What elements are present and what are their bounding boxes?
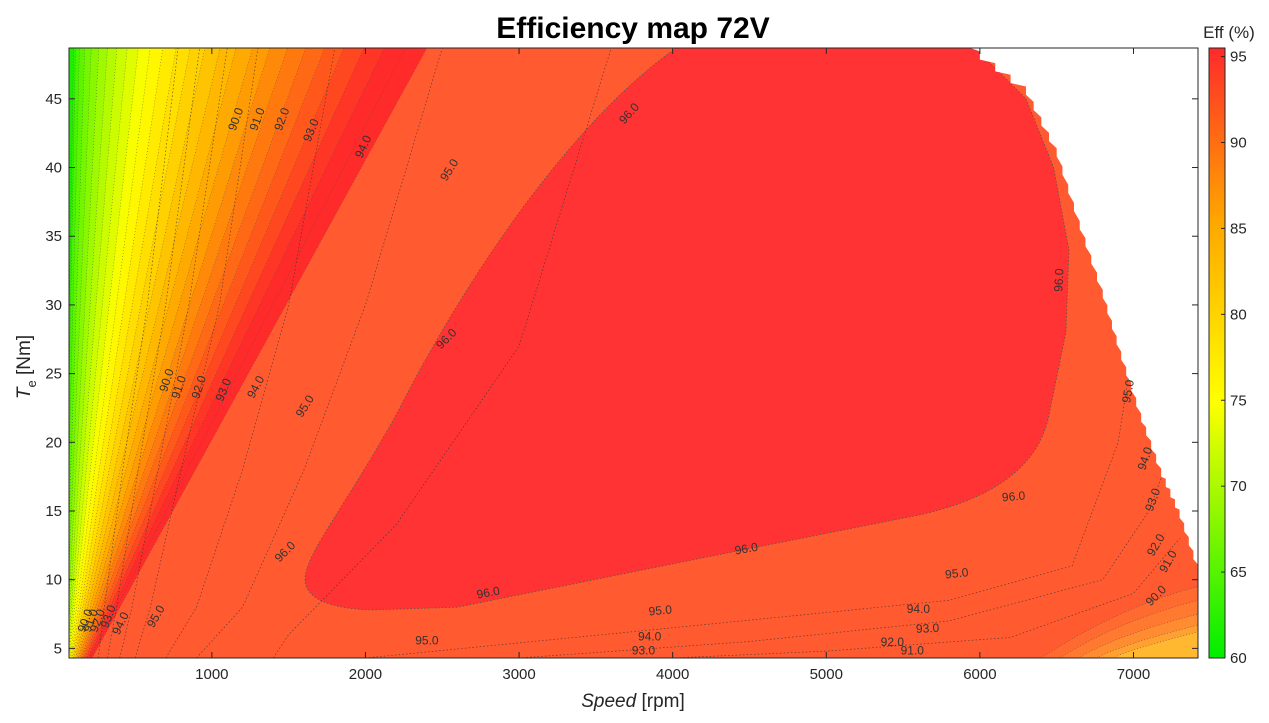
contour-line: [519, 469, 1165, 658]
contour-label: 95.0: [415, 634, 439, 648]
peak-efficiency-region: [304, 48, 1070, 611]
x-axis-label-italic: Speed: [581, 691, 637, 712]
y-tick-label: 10: [45, 572, 62, 589]
y-tick-label: 15: [45, 503, 62, 520]
contour-label: 96.0: [1051, 268, 1066, 292]
contour-label: 92.0: [189, 374, 210, 401]
contour-line: [196, 48, 443, 658]
plot-frame: [68, 47, 1199, 659]
x-tick-label: 5000: [810, 666, 843, 683]
y-tick-label: 45: [45, 91, 62, 108]
contour-label: 91.0: [901, 643, 925, 657]
colorbar: [1208, 47, 1226, 659]
y-tick-label: 20: [45, 434, 62, 451]
contour-label: 92.0: [881, 635, 905, 649]
y-axis-label-main: T: [14, 386, 35, 399]
contour-label: 94.0: [638, 630, 662, 644]
contour-line: [672, 538, 1180, 658]
x-tick-label: 2000: [349, 666, 382, 683]
chart-title: Efficiency map 72V: [496, 12, 769, 45]
y-tick-label: 35: [45, 228, 62, 245]
x-tick-label: 3000: [502, 666, 535, 683]
x-axis-label: Speed [rpm]: [581, 691, 685, 712]
colorbar-tick-label: 95: [1230, 49, 1247, 66]
x-tick-label: 6000: [963, 666, 996, 683]
contour-label: 94.0: [1135, 445, 1156, 472]
x-tick-label: 1000: [195, 666, 228, 683]
contour-line: [97, 48, 179, 658]
contour-label: 96.0: [734, 540, 760, 558]
colorbar-tick-label: 70: [1230, 478, 1247, 495]
contour-label: 91.0: [169, 374, 190, 401]
contour-line: [134, 48, 259, 658]
y-tick-label: 30: [45, 297, 62, 314]
contour-label: 95.0: [648, 602, 673, 618]
y-tick-label: 40: [45, 160, 62, 177]
max-torque-envelope-mask: [970, 48, 1198, 573]
contour-line: [165, 48, 336, 658]
efficiency-band: [69, 48, 74, 345]
x-tick-label: 4000: [656, 666, 689, 683]
contour-label: 96.0: [475, 584, 501, 602]
colorbar-tick-label: 85: [1230, 220, 1247, 237]
y-tick-label: 5: [54, 640, 62, 657]
contour-line: [107, 48, 200, 658]
colorbar-tick-label: 90: [1230, 135, 1247, 152]
contour-line: [273, 48, 612, 658]
colorbar-tick-label: 60: [1230, 650, 1247, 667]
contour-label: 95.0: [944, 565, 969, 581]
contour-label: 93.0: [632, 643, 656, 657]
x-tick-label: 7000: [1117, 666, 1150, 683]
contour-line: [365, 346, 1134, 658]
y-axis-label: Te [Nm]: [14, 335, 39, 399]
y-axis-label-sub: e: [24, 380, 39, 387]
contour-label: 93.0: [916, 621, 940, 636]
contour-label: 96.0: [1001, 488, 1026, 504]
contour-label: 90.0: [156, 367, 177, 394]
colorbar-tick-label: 65: [1230, 564, 1247, 581]
contour-label: 94.0: [907, 602, 931, 616]
contour-label: 95.0: [1119, 378, 1137, 404]
y-axis-label-unit: [Nm]: [14, 335, 35, 380]
colorbar-title: Eff (%): [1203, 23, 1255, 42]
colorbar-tick-label: 80: [1230, 306, 1247, 323]
y-tick-label: 25: [45, 366, 62, 383]
colorbar-tick-label: 75: [1230, 392, 1247, 409]
x-axis-label-unit: [rpm]: [636, 691, 685, 712]
